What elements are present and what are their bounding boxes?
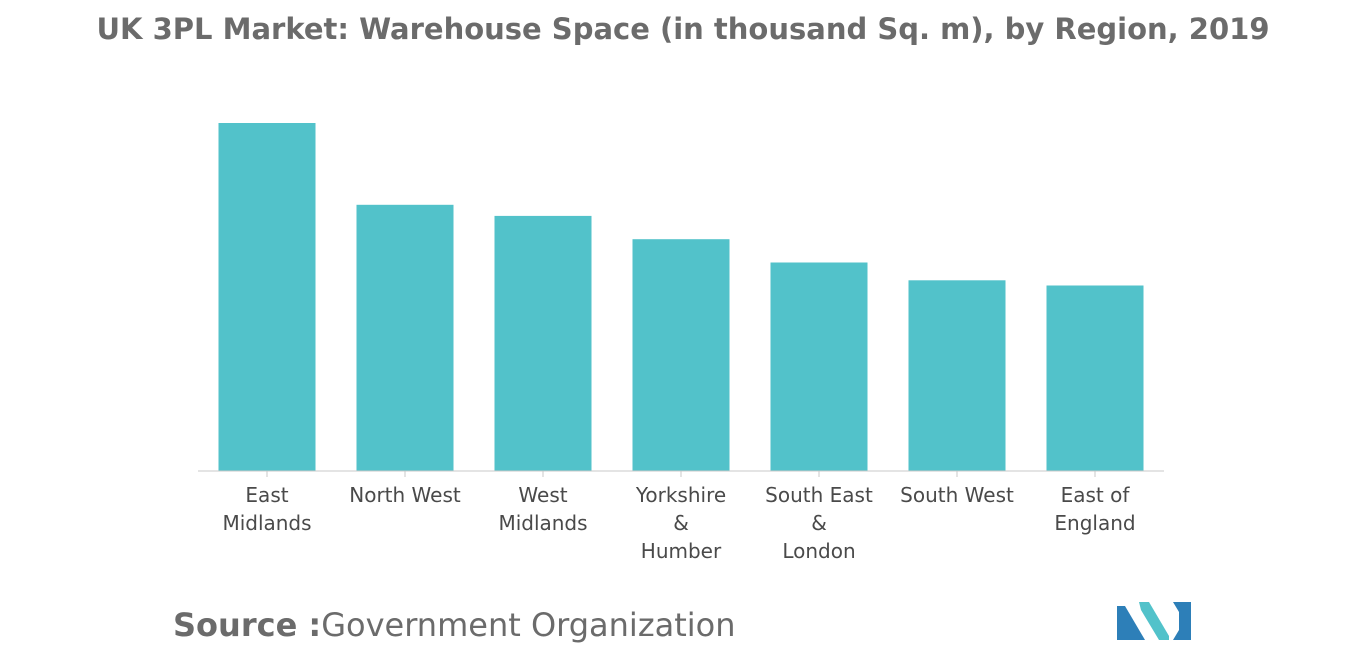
x-tick-label: Yorkshire & Humber [635,483,726,563]
bar-east-of-england [1046,285,1144,471]
x-ticks-group [266,471,1096,477]
x-tick-label-line: & [673,511,689,535]
bar-south-west [908,280,1006,471]
bar-yorkshire-humber [632,239,730,471]
chart-title: UK 3PL Market: Warehouse Space (in thous… [96,12,1270,46]
x-tick-label-line: East [245,483,288,507]
x-tick-label-line: West [518,483,567,507]
x-tick-label: East of England [1054,483,1135,535]
x-tick-label-line: & [811,511,827,535]
logo-shape-left [1117,606,1145,640]
x-tick-label-line: London [782,539,855,563]
x-tick-label: South East & London [765,483,873,563]
x-tick-label-line: South East [765,483,873,507]
x-tick-label: West Midlands [498,483,587,535]
x-tick-label-line: Midlands [498,511,587,535]
x-tick-label-line: East of [1061,483,1131,507]
mordor-intelligence-logo-icon [1117,602,1191,640]
x-tick-label: South West [900,483,1014,507]
x-tick-label-line: South West [900,483,1014,507]
source-note: Source :Government Organization [173,606,736,644]
source-value: Government Organization [321,606,736,644]
bar-south-east-london [770,262,868,471]
logo-shape-mid [1139,602,1169,640]
bar-west-midlands [494,215,592,471]
x-tick-label: North West [349,483,461,507]
bar-chart: East Midlands North West West Midlands Yorksh… [198,123,1164,563]
x-tick-label-line: Midlands [222,511,311,535]
source-label: Source : [173,606,322,644]
x-tick-label: East Midlands [222,483,311,535]
bars-group [218,123,1144,472]
x-tick-label-line: North West [349,483,461,507]
x-tick-label-line: England [1054,511,1135,535]
logo-shape-right [1173,602,1191,640]
x-labels-group: East Midlands North West West Midlands Yorksh… [222,483,1135,563]
x-tick-label-line: Yorkshire [635,483,726,507]
bar-east-midlands [218,123,316,471]
x-tick-label-line: Humber [641,539,722,563]
bar-north-west [356,204,454,472]
